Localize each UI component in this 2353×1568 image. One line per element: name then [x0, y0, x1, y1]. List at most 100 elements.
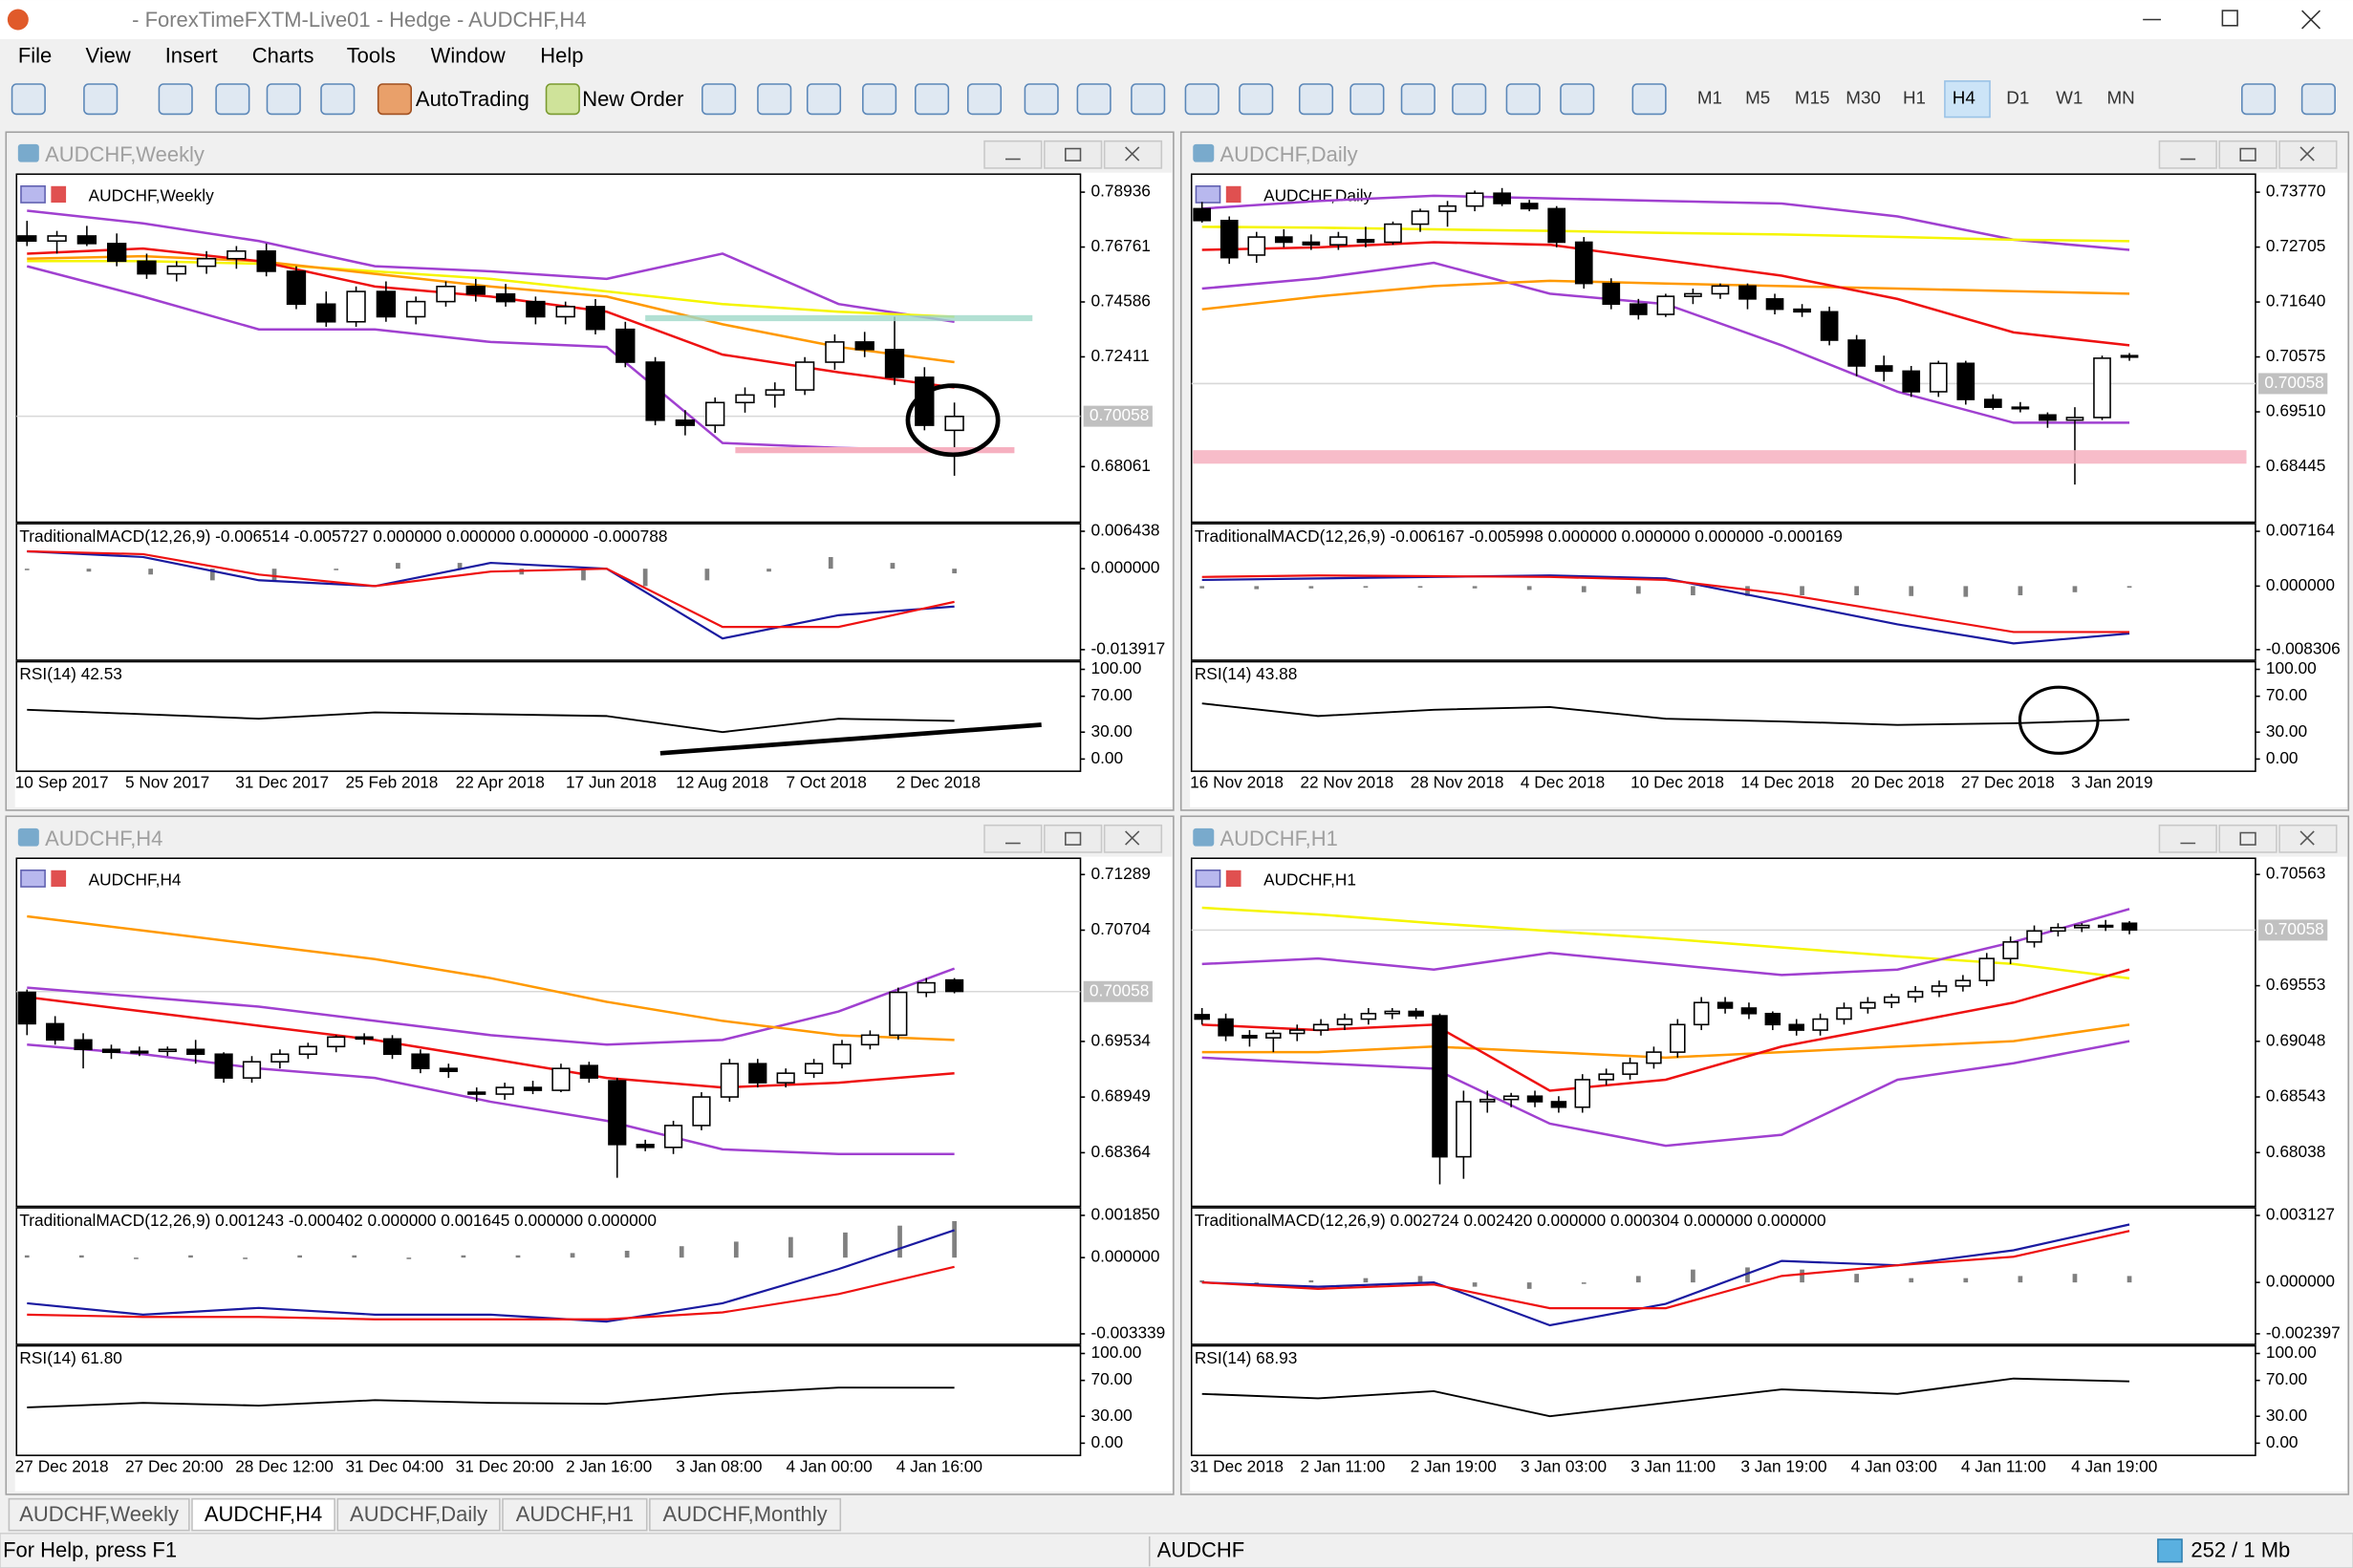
- candle-body: [1360, 1012, 1377, 1020]
- chart-tab[interactable]: [8, 1497, 190, 1532]
- chart-tab[interactable]: [191, 1497, 335, 1532]
- toolbar-icon[interactable]: [1298, 83, 1334, 116]
- toolbar-icon[interactable]: [1239, 83, 1274, 116]
- toolbar-icon[interactable]: [1631, 83, 1667, 116]
- chart-tab-label[interactable]: AUDCHF,Monthly: [663, 1502, 828, 1526]
- minimize-button[interactable]: [2158, 824, 2217, 853]
- toolbar-icon[interactable]: [1452, 83, 1487, 116]
- menu-item[interactable]: Insert: [165, 44, 218, 68]
- maximize-glyph: [1065, 147, 1082, 161]
- toolbar-icon[interactable]: [1076, 83, 1112, 116]
- timeframe-button[interactable]: MN: [2106, 88, 2134, 108]
- menu-item[interactable]: Help: [540, 44, 583, 68]
- timeframe-button[interactable]: W1: [2056, 88, 2083, 108]
- chart-tab[interactable]: [336, 1497, 501, 1532]
- minimize-button[interactable]: [983, 140, 1043, 169]
- macd-bar: [1472, 586, 1478, 589]
- toolbar-icon[interactable]: [1505, 83, 1541, 116]
- macd-signal-line: [1201, 1230, 2130, 1310]
- x-tick-label: 4 Dec 2018: [1521, 772, 1605, 791]
- menu-item[interactable]: File: [18, 44, 52, 68]
- timeframe-button[interactable]: M5: [1745, 88, 1770, 108]
- rsi-label: RSI(14) 42.53: [19, 664, 122, 683]
- menu-item[interactable]: Tools: [347, 44, 396, 68]
- timeframe-button[interactable]: M15: [1795, 88, 1830, 108]
- toolbar-icon[interactable]: [1184, 83, 1220, 116]
- minimize-button[interactable]: [2158, 140, 2217, 169]
- y-tick-label: 100.00: [1091, 1342, 1142, 1362]
- toolbar-icon[interactable]: [702, 83, 737, 116]
- menu-item[interactable]: View: [85, 44, 130, 68]
- toolbar-icon[interactable]: [1400, 83, 1436, 116]
- macd-bar: [1417, 586, 1423, 588]
- toolbar-icon[interactable]: [2300, 83, 2336, 116]
- menu-item[interactable]: Charts: [252, 44, 314, 68]
- candle-body: [1526, 1095, 1543, 1103]
- toolbar-icon[interactable]: [11, 83, 46, 116]
- candle-body: [316, 303, 336, 323]
- candle-body: [523, 1086, 543, 1091]
- menu-item[interactable]: Window: [431, 44, 506, 68]
- toolbar-icon[interactable]: [320, 83, 356, 116]
- y-tick-label: 70.00: [1091, 1369, 1133, 1388]
- candle-body: [636, 1144, 655, 1149]
- toolbar-icon[interactable]: [1560, 83, 1595, 116]
- toolbar-icon[interactable]: [215, 83, 250, 116]
- close-button[interactable]: [2301, 10, 2321, 30]
- toolbar-icon[interactable]: [757, 83, 792, 116]
- window-title: - ForexTimeFXTM-Live01 - Hedge - AUDCHF,…: [132, 8, 586, 32]
- bid-label-bg: [1083, 405, 1153, 427]
- toolbar-icon[interactable]: [1131, 83, 1166, 116]
- chart-tab-label[interactable]: AUDCHF,H4: [205, 1502, 322, 1526]
- y-tick-label: 0.000000: [2266, 575, 2335, 594]
- chart-tab[interactable]: [649, 1497, 842, 1532]
- toolbar-icon[interactable]: [545, 83, 580, 116]
- bid-label: 0.70058: [1090, 405, 1149, 424]
- candle-body: [2120, 354, 2139, 358]
- maximize-button[interactable]: [1044, 140, 1103, 169]
- title-bar: [0, 0, 2353, 39]
- timeframe-button[interactable]: M30: [1846, 88, 1881, 108]
- y-tick-label: 100.00: [2266, 658, 2317, 677]
- maximize-button[interactable]: [2218, 824, 2277, 853]
- x-tick-label: 2 Jan 19:00: [1411, 1456, 1497, 1475]
- maximize-button[interactable]: [2218, 140, 2277, 169]
- restore-button[interactable]: [2221, 10, 2238, 27]
- toolbar-icon[interactable]: [1024, 83, 1059, 116]
- toolbar-icon[interactable]: [1349, 83, 1385, 116]
- candle-body: [101, 1048, 121, 1054]
- macd-bar: [24, 1255, 30, 1258]
- toolbar-icon[interactable]: [83, 83, 119, 116]
- x-tick-label: 17 Jun 2018: [566, 772, 657, 791]
- toolbar-icon[interactable]: [266, 83, 301, 116]
- y-tick-label: 0.68061: [1091, 456, 1151, 475]
- chart-tab-label[interactable]: AUDCHF,Weekly: [19, 1502, 179, 1526]
- candle-body: [1874, 365, 1893, 373]
- candle-body: [705, 401, 725, 426]
- chart-tab[interactable]: [502, 1497, 648, 1532]
- timeframe-button[interactable]: H4: [1953, 88, 1975, 108]
- toolbar-icon[interactable]: [158, 83, 193, 116]
- toolbar-icon[interactable]: [966, 83, 1003, 116]
- panel-frame: [15, 660, 1082, 772]
- timeframe-button[interactable]: D1: [2006, 88, 2029, 108]
- macd-label: TraditionalMACD(12,26,9) -0.006514 -0.00…: [19, 526, 667, 546]
- minimize-button[interactable]: [983, 824, 1043, 853]
- candle-body: [1218, 1018, 1234, 1037]
- macd-bar: [1800, 586, 1804, 596]
- chart-tab-label[interactable]: AUDCHF,H1: [516, 1502, 634, 1526]
- maximize-glyph: [2239, 147, 2256, 161]
- timeframe-button[interactable]: M1: [1697, 88, 1722, 108]
- toolbar-icon[interactable]: [862, 83, 897, 116]
- toolbar-icon[interactable]: [377, 83, 413, 116]
- panel-frame: [1190, 1344, 2256, 1456]
- toolbar-icon[interactable]: [806, 83, 842, 116]
- toolbar-button[interactable]: New Order: [582, 87, 683, 111]
- toolbar-icon[interactable]: [2241, 83, 2277, 116]
- toolbar-button[interactable]: AutoTrading: [416, 87, 529, 111]
- toolbar-icon[interactable]: [915, 83, 950, 116]
- candle-body: [1411, 210, 1430, 226]
- chart-tab-label[interactable]: AUDCHF,Daily: [350, 1502, 487, 1526]
- timeframe-button[interactable]: H1: [1903, 88, 1926, 108]
- maximize-button[interactable]: [1044, 824, 1103, 853]
